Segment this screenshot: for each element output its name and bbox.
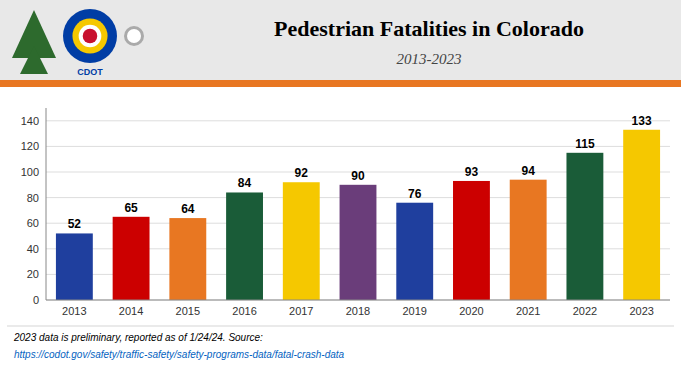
- title: Pedestrian Fatalities in Colorado: [274, 16, 584, 41]
- x-tick-label: 2014: [119, 305, 143, 317]
- bar: [226, 192, 263, 300]
- bar: [340, 185, 377, 300]
- x-tick-label: 2023: [629, 305, 653, 317]
- logo-ring: [72, 18, 107, 53]
- x-axis-line: [46, 300, 670, 301]
- data-label: 115: [575, 137, 595, 151]
- data-label: 64: [181, 202, 195, 216]
- x-tick-label: 2016: [232, 305, 256, 317]
- bar: [396, 203, 433, 300]
- divider: [0, 80, 681, 87]
- logo-circle: [63, 9, 117, 63]
- logo-badge: [124, 26, 144, 46]
- header: [0, 0, 681, 80]
- subtitle: 2013-2023: [397, 51, 462, 67]
- logo-dot: [83, 29, 98, 44]
- x-axis: 2013 2014 2015 2016 2017 2018 2019 2020 2021 2022…: [62, 305, 654, 317]
- grid-line: [46, 120, 670, 121]
- logo: CDOT: [12, 9, 144, 77]
- y-tick-label: 20: [27, 268, 39, 280]
- y-tick-label: 60: [27, 217, 39, 229]
- data-label: 52: [68, 217, 82, 231]
- x-tick-label: 2019: [402, 305, 426, 317]
- bar: [623, 130, 660, 300]
- data-label: 84: [238, 176, 252, 190]
- x-tick-label: 2018: [346, 305, 370, 317]
- data-labels: 52 65 64 84 92 90 76 93 94 115 133: [68, 114, 652, 232]
- data-label: 76: [408, 187, 422, 201]
- x-tick-label: 2017: [289, 305, 313, 317]
- x-tick-label: 2022: [573, 305, 597, 317]
- data-label: 133: [632, 114, 652, 128]
- footer-link: https://codot.gov/safety/traffic-safety/…: [14, 349, 345, 360]
- bar: [56, 233, 93, 300]
- bar: [169, 218, 206, 300]
- data-label: 93: [465, 165, 479, 179]
- bars: [56, 130, 660, 300]
- logo-inner: [79, 25, 102, 48]
- bar: [510, 180, 547, 300]
- data-label: 94: [522, 164, 536, 178]
- y-tick-label: 140: [21, 115, 39, 127]
- data-label: 90: [351, 169, 365, 183]
- footer-note: 2023 data is preliminary, reported as of…: [13, 332, 263, 343]
- x-tick-label: 2020: [459, 305, 483, 317]
- bar: [566, 153, 603, 300]
- bar: [453, 181, 490, 300]
- chart: CDOTPedestrian Fatalities in Colorado201…: [0, 0, 681, 370]
- y-tick-label: 120: [21, 140, 39, 152]
- bar: [113, 217, 150, 300]
- x-tick-label: 2015: [176, 305, 200, 317]
- footer-rule: [7, 326, 674, 327]
- y-tick-label: 40: [27, 243, 39, 255]
- x-tick-label: 2013: [62, 305, 86, 317]
- y-axis: 0 20 40 60 80 100 120 140: [21, 115, 670, 306]
- data-label: 65: [124, 201, 138, 215]
- bar: [283, 182, 320, 300]
- logo-badge-inner: [127, 29, 141, 43]
- grid-line: [46, 300, 670, 301]
- y-tick-label: 100: [21, 166, 39, 178]
- logo-tree: [20, 46, 48, 74]
- logo-text: CDOT: [77, 67, 103, 77]
- data-label: 92: [295, 166, 309, 180]
- y-tick-label: 0: [33, 294, 39, 306]
- x-tick-label: 2021: [516, 305, 540, 317]
- y-tick-label: 80: [27, 192, 39, 204]
- y-axis-line: [46, 108, 47, 300]
